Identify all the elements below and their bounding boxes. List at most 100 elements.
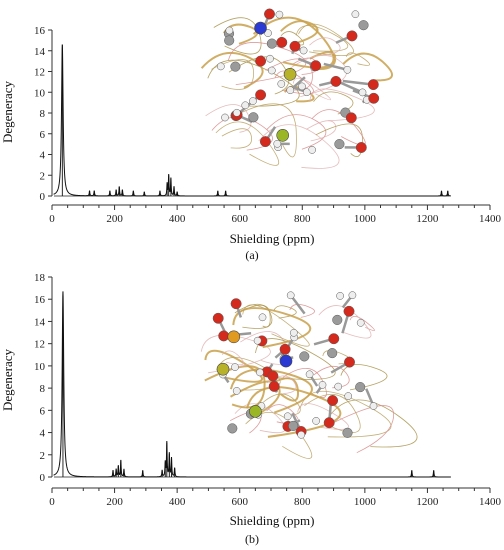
nitrogen-atom	[254, 21, 267, 35]
spectrum-line	[53, 291, 451, 478]
y-tick-label: 8	[40, 383, 46, 395]
carbon-atom	[358, 20, 369, 31]
oxygen-atom	[255, 89, 267, 101]
sulfur-atom	[276, 129, 290, 142]
carbon-atom	[355, 382, 366, 393]
hydrogen-atom	[343, 65, 352, 74]
hydrogen-atom	[266, 54, 274, 63]
y-tick-label: 2	[40, 450, 46, 462]
y-tick-label: 0	[40, 191, 46, 203]
contour-line	[234, 403, 286, 434]
contour-line	[309, 88, 375, 122]
y-tick-label: 14	[34, 46, 46, 58]
contour-line	[280, 31, 305, 46]
contour-line	[313, 91, 354, 115]
hydrogen-atom	[336, 292, 344, 300]
hydrogen-atom	[231, 363, 239, 371]
hydrogen-atom	[305, 370, 314, 379]
hydrogen-atom	[299, 46, 308, 55]
hydrogen-atom	[308, 146, 316, 154]
oxygen-atom	[330, 75, 342, 87]
oxygen-atom	[344, 356, 355, 368]
oxygen-atom	[230, 298, 242, 310]
hydrogen-atom	[298, 82, 306, 91]
oxygen-atom	[276, 36, 288, 48]
contour-line	[345, 52, 370, 66]
x-tick-label: 1400	[479, 496, 502, 508]
plot-area-a: 0 2 4 6 8 10 12 14 16 0 200 400 600 800 1000 1200 1400	[34, 25, 502, 225]
contour-line	[211, 59, 255, 90]
phosphorus-atom	[227, 330, 241, 344]
carbon-atom	[327, 348, 338, 359]
spectrum-line	[53, 44, 451, 197]
y-tick-label: 6	[40, 129, 46, 141]
contour-line	[340, 364, 388, 391]
oxygen-atom	[367, 79, 379, 91]
y-tick-label: 10	[34, 87, 46, 99]
x-tick-label: 400	[169, 496, 186, 508]
hydrogen-atom	[273, 139, 282, 148]
contour-line	[297, 403, 349, 430]
hydrogen-atom	[283, 412, 292, 421]
hydrogen-atom	[241, 101, 250, 110]
y-tick-label: 10	[34, 361, 46, 373]
hydrogen-atom	[275, 10, 284, 19]
hydrogen-atom	[289, 328, 298, 337]
carbon-atom	[224, 35, 235, 46]
contour-line	[315, 123, 363, 157]
oxygen-atom	[264, 8, 275, 20]
contour-line	[228, 56, 290, 95]
oxygen-atom	[323, 417, 335, 429]
y-tick-label: 12	[34, 67, 45, 79]
contour-line	[349, 316, 375, 331]
carbon-atom	[342, 427, 353, 438]
x-tick-label: 600	[231, 213, 248, 225]
oxygen-atom	[310, 60, 322, 72]
carbon-atom	[288, 420, 299, 431]
oxygen-atom	[259, 136, 271, 148]
contour-line	[200, 51, 264, 89]
y-tick-label: 0	[40, 472, 46, 484]
carbon-atom	[230, 61, 241, 72]
y-tick-label: 12	[34, 339, 45, 351]
oxygen-atom	[279, 343, 291, 355]
x-tick-label: 400	[169, 213, 186, 225]
hydrogen-atom	[356, 318, 365, 327]
hydrogen-atom	[297, 430, 306, 439]
y-tick-label: 2	[40, 170, 46, 182]
contour-line	[280, 20, 319, 45]
contour-line	[295, 25, 349, 52]
hydrogen-atom	[302, 88, 311, 97]
contour-line	[326, 405, 395, 454]
panel-b: 0 2 4 6 8 10 12 14 16 18 0 200 400 600 800 1000 1200 1400…	[0, 272, 502, 546]
x-axis-label-b: Shielding (ppm)	[230, 513, 315, 528]
hydrogen-atom	[344, 392, 353, 400]
contour-line	[242, 304, 310, 347]
contour-line	[232, 103, 297, 158]
x-tick-label: 1000	[354, 496, 377, 508]
sulfur-atom	[283, 68, 297, 81]
hydrogen-atom	[351, 10, 360, 19]
hydrogen-atom	[318, 381, 327, 389]
molecule-inset-a	[200, 8, 393, 169]
oxygen-atom	[212, 312, 224, 324]
contour-line	[289, 303, 315, 318]
x-tick-label: 1000	[354, 213, 377, 225]
oxygen-atom	[355, 142, 367, 153]
hydrogen-atom	[267, 66, 276, 75]
contour-line	[213, 17, 262, 55]
y-tick-label: 18	[34, 272, 46, 284]
carbon-atom	[266, 38, 277, 49]
contour-line	[229, 368, 313, 414]
contour-line	[327, 399, 418, 448]
carbon-atom	[227, 423, 238, 434]
hydrogen-atom	[348, 291, 357, 300]
x-tick-label: 800	[294, 496, 311, 508]
x-tick-label: 1200	[416, 496, 439, 508]
x-axis-label-a: Shielding (ppm)	[230, 231, 315, 246]
hydrogen-atom	[277, 80, 286, 88]
hydrogen-atom	[221, 113, 229, 122]
panel-a: 0 2 4 6 8 10 12 14 16 0 200 400 600 800 1000 1200 1400 S…	[0, 8, 502, 262]
